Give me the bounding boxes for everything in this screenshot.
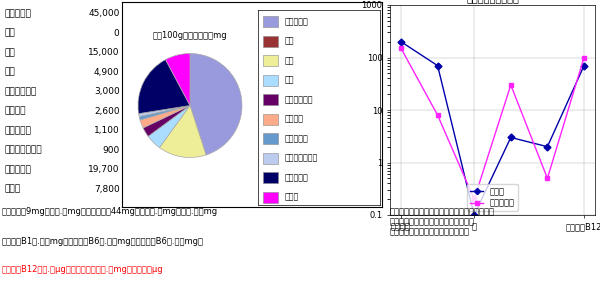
FancyBboxPatch shape [263,16,278,27]
Text: その他: その他 [285,193,299,202]
Text: 脂質: 脂質 [285,37,295,46]
FancyBboxPatch shape [263,114,278,125]
Text: 4,900: 4,900 [94,68,119,77]
Text: 19,700: 19,700 [88,165,119,174]
メバラ粉末 [434,113,441,117]
Wedge shape [190,54,242,155]
FancyBboxPatch shape [263,153,278,164]
Text: 灰文: 灰文 [285,56,295,65]
Text: コンドロイチン: コンドロイチン [285,154,318,163]
Wedge shape [139,105,190,120]
Text: その他: その他 [4,185,20,194]
Text: アンセリン: アンセリン [285,134,308,143]
Text: ビタミンB12１０.４μg、ナイアシン４０.７mg、葉酸３２μg: ビタミンB12１０.４μg、ナイアシン４０.７mg、葉酸３２μg [2,266,164,274]
Text: アンセリン: アンセリン [4,126,31,135]
Title: 機能成分含有量比較: 機能成分含有量比較 [466,0,519,3]
Text: タンパク質: タンパク質 [4,165,31,174]
Wedge shape [148,105,190,147]
Text: 水分: 水分 [4,68,15,77]
メバラ粉末 [580,56,587,59]
Text: 0: 0 [114,29,119,38]
Text: コラーゲン: コラーゲン [285,17,308,26]
Text: ヒアルロン酸: ヒアルロン酸 [4,87,37,96]
Text: 灰文: 灰文 [4,48,15,57]
Text: 1,100: 1,100 [94,126,119,135]
Wedge shape [140,105,190,128]
基準値 [434,64,441,67]
Wedge shape [190,105,206,155]
Text: 水分: 水分 [285,76,295,85]
Text: 3,000: 3,000 [94,87,119,96]
Wedge shape [166,54,190,105]
Wedge shape [160,105,206,158]
メバラ粉末 [544,177,551,180]
メバラ粉末 [507,83,514,87]
Text: ビタミンB1０.２３mg、ビタミンB6０.０３mg、ビタミンB6０.２２mg、: ビタミンB1０.２３mg、ビタミンB6０.０３mg、ビタミンB6０.２２mg、 [2,237,204,246]
FancyBboxPatch shape [263,192,278,202]
Text: カルシウムが高含有表示可能量以上同等の他は
他のミネラルとビタミンの成分は総て
高農度表示可能量以上回っている。: カルシウムが高含有表示可能量以上同等の他は 他のミネラルとビタミンの成分は総て … [390,207,495,237]
メバラ粉末 [470,198,478,201]
Wedge shape [143,105,190,136]
基準値 [507,136,514,139]
基準値 [470,213,478,217]
FancyBboxPatch shape [263,94,278,105]
基準値 [544,145,551,148]
メバラ粉末 [397,47,404,50]
Text: コンドロイチン: コンドロイチン [4,146,42,155]
Line: 基準値: 基準値 [398,39,586,217]
基準値 [397,40,404,43]
Text: タウリン: タウリン [285,115,304,124]
Text: 45,000: 45,000 [88,9,119,18]
Text: 900: 900 [103,146,119,155]
Text: 15,000: 15,000 [88,48,119,57]
Text: カルシウム9mg、鉄０.７mg、マグネシウ44mg、亜鞋０.８mg、銅０.２０mg: カルシウム9mg、鉄０.７mg、マグネシウ44mg、亜鞋０.８mg、銅０.２０m… [2,207,218,216]
Wedge shape [139,105,190,117]
Text: 7,800: 7,800 [94,185,119,194]
Text: タンパク質: タンパク質 [285,173,308,182]
FancyBboxPatch shape [263,55,278,66]
Line: メバラ粉末: メバラ粉末 [398,46,586,202]
FancyBboxPatch shape [263,133,278,144]
Legend: 基準値, メバラ粉末: 基準値, メバラ粉末 [467,184,518,211]
Title: 粉末100g当たり含有量mg: 粉末100g当たり含有量mg [152,31,227,40]
Text: タウリン: タウリン [4,107,26,116]
FancyBboxPatch shape [263,36,278,47]
Text: 2,600: 2,600 [94,107,119,116]
FancyBboxPatch shape [263,172,278,183]
Text: ヒアルロン酸: ヒアルロン酸 [285,95,313,104]
基準値 [580,64,587,67]
Text: 脂質: 脂質 [4,29,15,38]
Text: コラーゲン: コラーゲン [4,9,31,18]
FancyBboxPatch shape [263,75,278,86]
Wedge shape [138,60,190,114]
